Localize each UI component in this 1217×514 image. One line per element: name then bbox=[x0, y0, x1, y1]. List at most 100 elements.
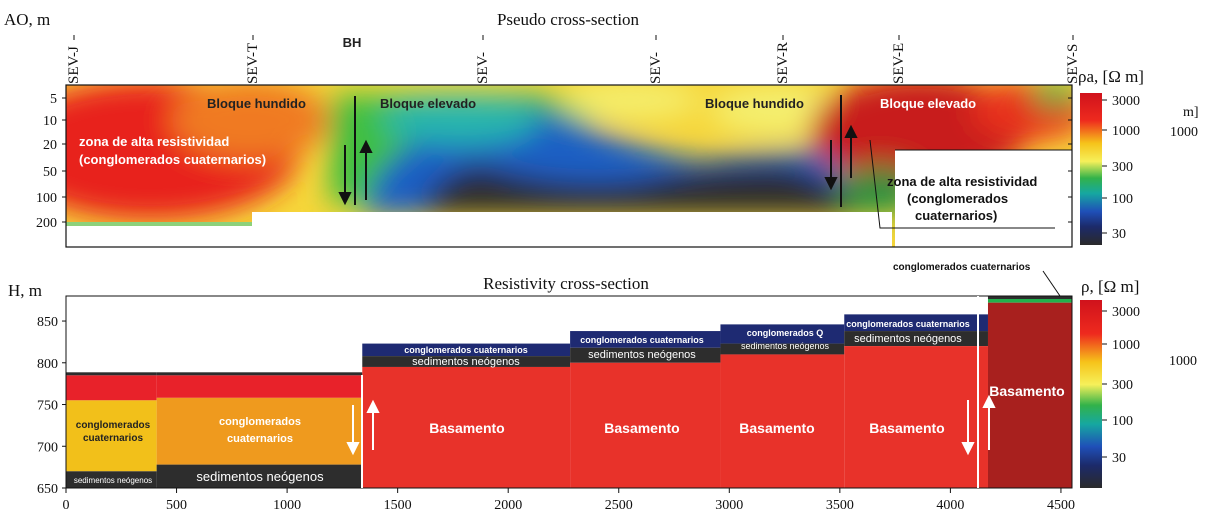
layer-block bbox=[66, 375, 157, 401]
bloque-hundido-right: Bloque hundido bbox=[705, 96, 804, 111]
pseudo-ytick-label: 200 bbox=[36, 216, 57, 231]
res-ytick-label: 750 bbox=[37, 399, 58, 414]
zone-right-line2: (conglomerados bbox=[907, 191, 1008, 206]
pseudo-section: AO, m Pseudo cross-section BH SEV-J SEV-T… bbox=[4, 10, 1199, 250]
layer-block bbox=[66, 400, 157, 472]
pseudo-yticks: 5 10 20 50 100 200 bbox=[36, 92, 1072, 231]
legend-tick-label: 300 bbox=[1112, 378, 1133, 393]
sev-label: SEV-J bbox=[66, 46, 82, 84]
sev-label: SEV- bbox=[648, 52, 664, 84]
layer-top-line bbox=[987, 296, 1072, 299]
basamento-4: Basamento bbox=[869, 420, 944, 436]
res-ytick-label: 800 bbox=[37, 357, 58, 372]
layer-top-line bbox=[66, 372, 157, 376]
res-xtick-label: 3500 bbox=[826, 498, 854, 513]
sev-label: SEV-E bbox=[891, 43, 907, 84]
res-fault-right bbox=[961, 296, 996, 488]
zone-right-leader bbox=[869, 139, 1055, 229]
layer-block bbox=[362, 343, 571, 357]
res-title: Resistivity cross-section bbox=[483, 274, 649, 293]
cong-mid-2: cuaternarios bbox=[227, 433, 293, 445]
basamento-1: Basamento bbox=[429, 420, 504, 436]
layer-blocks bbox=[66, 296, 1072, 488]
legend-tick-label: 30 bbox=[1112, 227, 1126, 242]
b3-top: conglomerados Q bbox=[747, 328, 824, 338]
res-ytick-label: 700 bbox=[37, 440, 58, 455]
b1-sed: sedimentos neógenos bbox=[412, 356, 520, 368]
layer-block bbox=[570, 362, 721, 488]
zone-left-line2: (conglomerados cuaternarios) bbox=[79, 152, 266, 167]
layer-block bbox=[66, 471, 157, 488]
res-frame bbox=[65, 295, 1073, 489]
b3-sed: sedimentos neógenos bbox=[741, 341, 830, 351]
res-xtick-label: 4000 bbox=[936, 498, 964, 513]
pseudo-frame bbox=[65, 84, 1073, 248]
pseudo-ytick-label: 5 bbox=[50, 92, 57, 107]
layer-block bbox=[570, 331, 721, 348]
pseudo-legend-ticks: 3000 1000 300 100 30 bbox=[1102, 94, 1140, 242]
basamento-2: Basamento bbox=[604, 420, 679, 436]
pseudo-colorbar bbox=[1080, 93, 1102, 245]
bloque-elevado-left: Bloque elevado bbox=[380, 96, 476, 111]
bloque-elevado-right: Bloque elevado bbox=[880, 96, 976, 111]
legend-tick-label: 30 bbox=[1112, 451, 1126, 466]
pseudo-ytick-label: 100 bbox=[36, 191, 57, 206]
fault-right bbox=[824, 95, 858, 207]
layer-block bbox=[362, 366, 571, 488]
res-xtick-label: 0 bbox=[63, 498, 70, 513]
fault-left bbox=[338, 96, 373, 206]
res-fault-left bbox=[346, 375, 380, 488]
basamento-5: Basamento bbox=[989, 383, 1064, 399]
res-xtick-label: 3000 bbox=[715, 498, 743, 513]
legend-tick-label: 3000 bbox=[1112, 305, 1140, 320]
pseudo-legend-extra-1: m] bbox=[1183, 105, 1199, 120]
layer-block bbox=[156, 397, 363, 465]
res-xticks: 0 500 1000 1500 2000 2500 3000 3500 4000 4500 bbox=[63, 488, 1075, 513]
sev-label: SEV-S bbox=[1065, 44, 1081, 84]
res-yticks: 650 700 750 800 850 bbox=[37, 315, 66, 497]
res-xtick-label: 500 bbox=[166, 498, 187, 513]
legend-tick-label: 3000 bbox=[1112, 94, 1140, 109]
res-legend-title: ρ, [Ω m] bbox=[1081, 277, 1139, 296]
layer-block bbox=[570, 347, 721, 363]
res-xtick-label: 2000 bbox=[494, 498, 522, 513]
pseudo-ytick-label: 20 bbox=[43, 138, 57, 153]
pseudo-title: Pseudo cross-section bbox=[497, 10, 640, 29]
pseudo-legend-extra-2: 1000 bbox=[1170, 125, 1198, 140]
res-legend-extra: 1000 bbox=[1169, 354, 1197, 369]
layer-block bbox=[844, 346, 988, 488]
res-xtick-label: 1000 bbox=[273, 498, 301, 513]
low-resistivity-hidden: zona de baja resistividad bbox=[262, 238, 392, 250]
sev-label: SEV- bbox=[475, 52, 491, 84]
layer-block bbox=[720, 324, 845, 344]
layer-block bbox=[362, 356, 571, 367]
layer-top-line bbox=[156, 372, 363, 376]
layer-block bbox=[720, 354, 845, 488]
layer-block bbox=[156, 375, 363, 398]
res-ytick-label: 650 bbox=[37, 482, 58, 497]
sed-small: sedimentos neógenos bbox=[74, 476, 152, 485]
legend-tick-label: 1000 bbox=[1112, 124, 1140, 139]
layer-block bbox=[844, 314, 988, 332]
zone-left-line1: zona de alta resistividad bbox=[79, 134, 229, 149]
legend-tick-label: 1000 bbox=[1112, 338, 1140, 353]
layer-block bbox=[844, 331, 988, 347]
zone-right-line1: zona de alta resistividad bbox=[887, 174, 1037, 189]
b4-sed: sedimentos neógenos bbox=[854, 333, 962, 345]
basamento-3: Basamento bbox=[739, 420, 814, 436]
legend-tick-label: 100 bbox=[1112, 414, 1133, 429]
pseudo-ylabel: AO, m bbox=[4, 10, 50, 29]
resistivity-field: zona de baja resistividad bbox=[66, 85, 1072, 250]
cong-left-2: cuaternarios bbox=[83, 433, 143, 444]
bloque-hundido-left: Bloque hundido bbox=[207, 96, 306, 111]
layer-block bbox=[987, 302, 1072, 488]
b1-top: conglomerados cuaternarios bbox=[404, 345, 528, 355]
pseudo-ytick-label: 10 bbox=[43, 114, 57, 129]
b4-top: conglomerados cuaternarios bbox=[846, 319, 970, 329]
resistivity-section: Resistivity cross-section H, m conglomer… bbox=[8, 262, 1197, 513]
res-ylabel: H, m bbox=[8, 281, 42, 300]
zone-right-line3: cuaternarios) bbox=[915, 208, 997, 223]
bh-label: BH bbox=[343, 35, 362, 50]
sev-labels: SEV-J SEV-T SEV- SEV- SEV-R SEV-E SEV-S bbox=[66, 35, 1081, 84]
